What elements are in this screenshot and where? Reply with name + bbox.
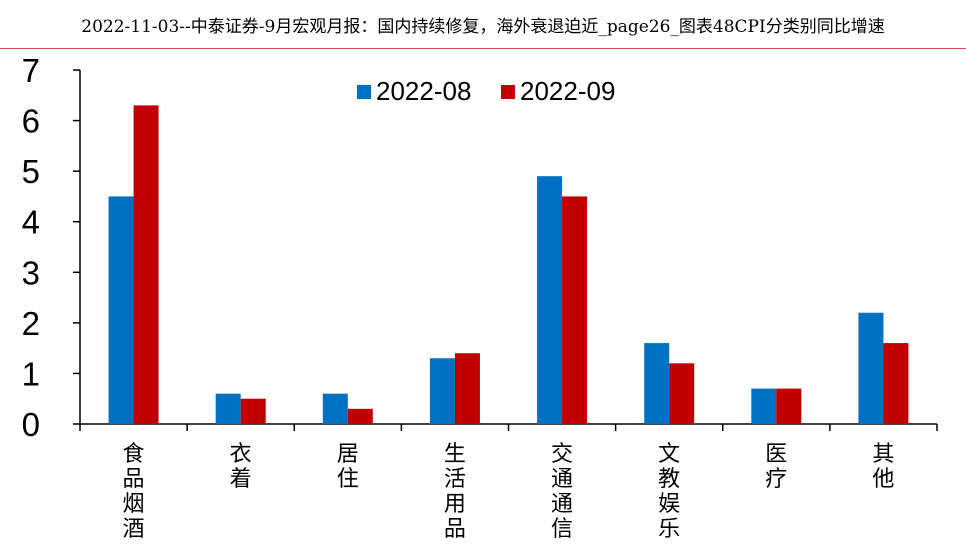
chart-bars xyxy=(108,105,909,425)
bar-2022-09-衣着 xyxy=(240,398,266,424)
bar-2022-09-交通通信 xyxy=(562,196,588,424)
legend-swatch-2 xyxy=(501,85,515,99)
bar-2022-09-生活用品 xyxy=(454,353,480,424)
x-category-label: 食 xyxy=(123,442,145,467)
x-category-label: 品 xyxy=(123,467,145,492)
bar-2022-08-医疗 xyxy=(751,388,777,424)
bar-2022-09-文教娱乐 xyxy=(669,363,695,424)
y-tick-label: 2 xyxy=(22,305,40,342)
x-category-label: 通 xyxy=(551,492,573,517)
y-tick-label: 4 xyxy=(22,204,40,241)
y-tick-label: 7 xyxy=(22,52,40,89)
bar-2022-08-食品烟酒 xyxy=(108,196,134,424)
y-tick-label: 0 xyxy=(22,406,40,443)
x-category-label: 活 xyxy=(444,467,466,492)
bar-2022-08-其他 xyxy=(858,312,884,424)
x-category-label: 酒 xyxy=(123,517,145,542)
bar-2022-08-文教娱乐 xyxy=(644,343,670,424)
x-category-label: 乐 xyxy=(658,517,680,542)
chart-legend: 2022-08 2022-09 xyxy=(357,76,615,106)
x-category-label: 品 xyxy=(444,517,466,542)
x-category-label: 疗 xyxy=(765,467,787,492)
x-category-label: 信 xyxy=(551,517,573,542)
page-title: 2022-11-03--中泰证券-9月宏观月报：国内持续修复，海外衰退迫近_pa… xyxy=(81,16,885,37)
legend-label-2: 2022-09 xyxy=(520,76,615,106)
x-category-label: 居 xyxy=(337,442,359,467)
bar-2022-09-其他 xyxy=(883,343,909,424)
y-tick-label: 3 xyxy=(22,254,40,291)
x-category-label: 生 xyxy=(444,442,466,467)
x-category-label: 文 xyxy=(658,442,680,467)
x-category-label: 烟 xyxy=(123,492,145,517)
chart-axes xyxy=(73,69,938,431)
legend-swatch-1 xyxy=(357,85,371,99)
bar-2022-08-生活用品 xyxy=(429,358,455,424)
y-tick-label: 1 xyxy=(22,355,40,392)
bar-2022-09-居住 xyxy=(347,408,373,424)
bar-2022-08-交通通信 xyxy=(537,176,563,424)
y-tick-label: 6 xyxy=(22,103,40,140)
x-category-label: 住 xyxy=(337,467,359,492)
x-category-label: 他 xyxy=(872,467,894,492)
x-category-label: 用 xyxy=(444,492,466,517)
x-category-label: 通 xyxy=(551,467,573,492)
x-category-label: 衣 xyxy=(230,442,252,467)
bar-2022-08-居住 xyxy=(322,393,348,424)
bar-2022-09-医疗 xyxy=(776,388,802,424)
page-header: 2022-11-03--中泰证券-9月宏观月报：国内持续修复，海外衰退迫近_pa… xyxy=(0,0,966,49)
x-category-label: 着 xyxy=(230,467,252,492)
x-category-label: 其 xyxy=(872,442,894,467)
bar-2022-09-食品烟酒 xyxy=(133,105,159,425)
x-category-label: 教 xyxy=(658,467,680,492)
x-category-label: 交 xyxy=(551,442,573,467)
x-category-label: 医 xyxy=(765,442,787,467)
legend-label-1: 2022-08 xyxy=(376,76,471,106)
x-category-label: 娱 xyxy=(658,492,680,517)
y-tick-label: 5 xyxy=(22,153,40,190)
bar-2022-08-衣着 xyxy=(215,393,241,424)
